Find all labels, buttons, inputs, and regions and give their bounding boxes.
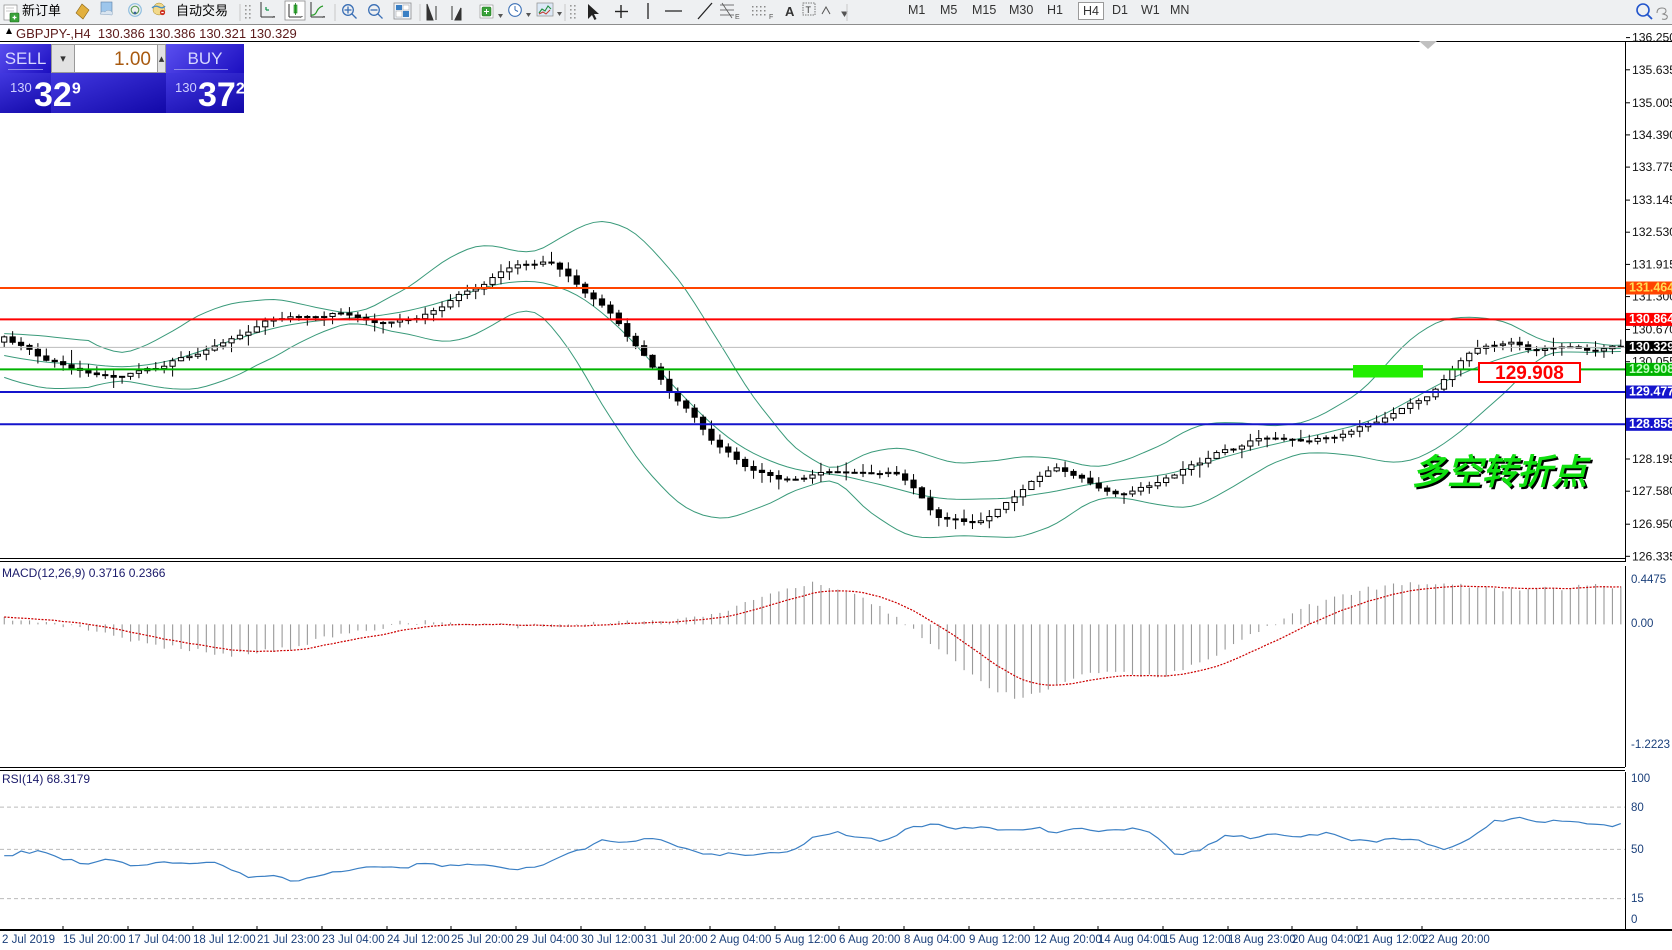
svg-text:多空转折点: 多空转折点	[1412, 453, 1591, 492]
svg-text:134.390: 134.390	[1632, 128, 1672, 142]
svg-text:100: 100	[1631, 773, 1650, 785]
svg-text:135.635: 135.635	[1632, 63, 1672, 77]
svg-text:自动交易: 自动交易	[176, 3, 228, 18]
svg-text:80: 80	[1631, 802, 1644, 814]
svg-text:131.915: 131.915	[1632, 257, 1672, 271]
svg-text:128.195: 128.195	[1632, 452, 1672, 466]
svg-text:129.908: 129.908	[1629, 362, 1672, 376]
svg-text:135.005: 135.005	[1632, 96, 1672, 110]
svg-text:126.950: 126.950	[1632, 517, 1672, 531]
svg-text:50: 50	[1631, 844, 1644, 856]
svg-text:-1.2223: -1.2223	[1631, 739, 1670, 751]
svg-text:E: E	[735, 14, 740, 21]
svg-text:129.477: 129.477	[1629, 385, 1672, 399]
svg-text:133.145: 133.145	[1632, 193, 1672, 207]
svg-text:0.4475: 0.4475	[1631, 574, 1666, 586]
svg-text:132.530: 132.530	[1632, 225, 1672, 239]
svg-text:130.329: 130.329	[1629, 340, 1672, 354]
svg-text:128.858: 128.858	[1629, 417, 1672, 431]
svg-text:130.864: 130.864	[1629, 312, 1672, 326]
svg-text:15: 15	[1631, 893, 1644, 905]
svg-text:T: T	[806, 5, 812, 15]
svg-text:新订单: 新订单	[22, 3, 61, 18]
svg-text:A: A	[785, 4, 795, 19]
svg-text:F: F	[769, 14, 773, 21]
svg-text:127.580: 127.580	[1632, 484, 1672, 498]
svg-text:0: 0	[1631, 914, 1637, 926]
svg-text:131.464: 131.464	[1629, 281, 1672, 295]
svg-text:133.775: 133.775	[1632, 160, 1672, 174]
svg-text:0.00: 0.00	[1631, 618, 1653, 630]
svg-text:136.250: 136.250	[1632, 31, 1672, 45]
